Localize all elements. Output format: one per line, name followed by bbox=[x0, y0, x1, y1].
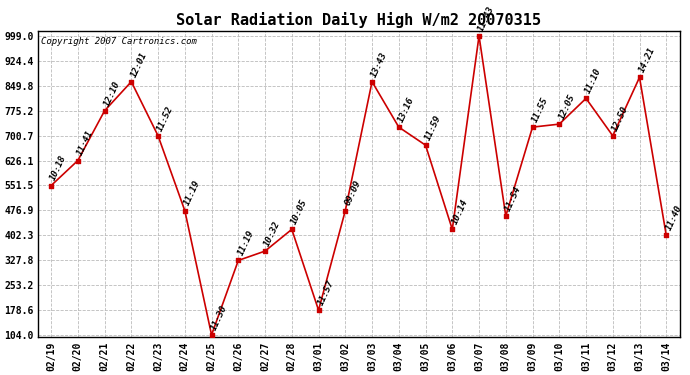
Text: 11:19: 11:19 bbox=[183, 179, 202, 207]
Point bbox=[527, 124, 538, 130]
Point bbox=[554, 121, 565, 127]
Point bbox=[393, 124, 404, 130]
Text: 11:59: 11:59 bbox=[424, 114, 443, 142]
Text: 12:50: 12:50 bbox=[611, 104, 630, 132]
Text: Copyright 2007 Cartronics.com: Copyright 2007 Cartronics.com bbox=[41, 37, 197, 46]
Text: 11:10: 11:10 bbox=[584, 67, 603, 95]
Text: 12:05: 12:05 bbox=[557, 93, 577, 121]
Point bbox=[233, 257, 244, 263]
Point bbox=[99, 108, 110, 114]
Point bbox=[580, 95, 591, 101]
Point bbox=[420, 142, 431, 148]
Text: 11:55: 11:55 bbox=[531, 96, 550, 124]
Point bbox=[446, 226, 457, 232]
Text: 10:05: 10:05 bbox=[290, 198, 309, 226]
Text: 10:32: 10:32 bbox=[263, 220, 282, 248]
Text: 12:10: 12:10 bbox=[102, 79, 122, 108]
Point bbox=[607, 133, 618, 139]
Point bbox=[152, 133, 164, 139]
Title: Solar Radiation Daily High W/m2 20070315: Solar Radiation Daily High W/m2 20070315 bbox=[176, 12, 541, 28]
Point bbox=[179, 208, 190, 214]
Text: 14:21: 14:21 bbox=[638, 46, 657, 74]
Point bbox=[46, 183, 57, 189]
Point bbox=[259, 248, 270, 254]
Text: 11:57: 11:57 bbox=[317, 279, 336, 307]
Text: 13:16: 13:16 bbox=[397, 96, 416, 124]
Point bbox=[366, 79, 377, 85]
Text: 13:43: 13:43 bbox=[370, 50, 389, 78]
Text: 11:41: 11:41 bbox=[76, 129, 95, 157]
Text: 10:18: 10:18 bbox=[49, 154, 68, 182]
Point bbox=[661, 232, 672, 238]
Text: 11:40: 11:40 bbox=[664, 204, 684, 232]
Point bbox=[634, 74, 645, 80]
Point bbox=[206, 332, 217, 338]
Text: 12:01: 12:01 bbox=[129, 50, 148, 78]
Text: 11:52: 11:52 bbox=[156, 104, 175, 132]
Text: 11:19: 11:19 bbox=[236, 229, 256, 257]
Point bbox=[126, 79, 137, 85]
Point bbox=[313, 307, 324, 313]
Text: 09:09: 09:09 bbox=[343, 179, 363, 207]
Text: 11:43: 11:43 bbox=[477, 4, 496, 33]
Point bbox=[286, 226, 297, 232]
Point bbox=[339, 208, 351, 214]
Text: 11:54: 11:54 bbox=[504, 184, 523, 213]
Point bbox=[500, 213, 511, 219]
Text: 10:14: 10:14 bbox=[450, 198, 470, 226]
Point bbox=[72, 158, 83, 164]
Point bbox=[473, 33, 484, 39]
Text: 11:30: 11:30 bbox=[209, 303, 229, 332]
